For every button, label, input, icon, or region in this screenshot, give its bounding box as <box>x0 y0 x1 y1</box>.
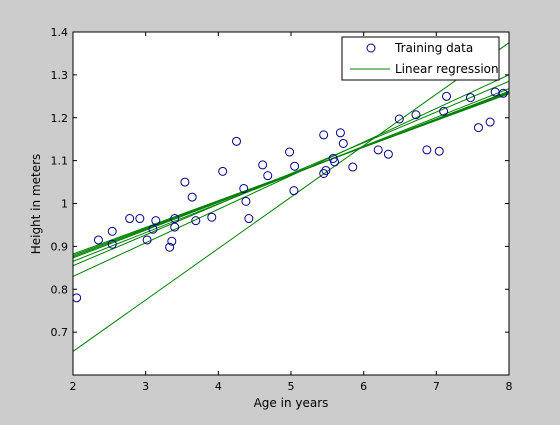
x-tick-label: 6 <box>360 380 367 393</box>
x-axis-label: Age in years <box>254 396 329 410</box>
legend: Training data Linear regression <box>341 36 500 81</box>
training-data-point <box>319 168 329 178</box>
regression-line-8 <box>73 93 509 255</box>
training-data-point <box>170 214 180 224</box>
training-data-point <box>394 114 404 124</box>
plot-area <box>73 32 509 375</box>
training-data-point <box>473 123 483 133</box>
training-data-point <box>73 293 82 303</box>
training-data-point <box>290 161 300 171</box>
x-tick-label: 7 <box>433 380 440 393</box>
training-data-point <box>330 157 340 167</box>
training-data-point <box>135 214 145 224</box>
training-data-point <box>167 236 177 246</box>
training-data-point <box>263 171 273 181</box>
legend-label-training-data: Training data <box>394 41 473 55</box>
training-data-point <box>373 145 383 155</box>
regression-line-2 <box>73 74 509 277</box>
training-data-point <box>244 214 254 224</box>
training-data-point <box>289 186 299 196</box>
y-tick-label: 1 <box>61 198 68 211</box>
legend-marker-training-data <box>366 43 376 53</box>
y-axis-label: Height in meters <box>29 154 43 255</box>
y-tick-label: 0.8 <box>51 283 69 296</box>
y-tick-label: 1.1 <box>51 155 69 168</box>
training-data-point <box>125 214 135 224</box>
training-data-point <box>498 88 508 98</box>
y-tick-label: 0.7 <box>51 326 69 339</box>
training-data-point <box>383 149 393 159</box>
training-data-point <box>239 183 249 193</box>
training-data-point <box>232 136 241 146</box>
training-data-point <box>285 147 295 157</box>
training-data-point <box>258 160 268 170</box>
x-tick-label: 8 <box>506 380 513 393</box>
training-data-point <box>348 162 358 172</box>
regression-line-1 <box>73 42 509 352</box>
training-data-point <box>485 117 495 127</box>
x-tick-label: 5 <box>288 380 295 393</box>
legend-label-linear-regression: Linear regression <box>395 62 499 76</box>
training-data-point <box>165 242 175 252</box>
training-data-point <box>442 91 452 101</box>
x-tick-label: 3 <box>142 380 149 393</box>
training-data-point <box>107 239 117 249</box>
training-data-point <box>422 145 432 155</box>
training-data-point <box>207 212 217 222</box>
training-data-point <box>170 222 180 232</box>
training-data-point <box>218 166 228 176</box>
training-data-point <box>241 196 251 206</box>
y-tick-label: 1.3 <box>51 69 69 82</box>
training-data-point <box>319 130 329 140</box>
y-tick-label: 1.4 <box>51 26 69 39</box>
training-data-point <box>321 165 331 175</box>
training-data-point <box>465 93 475 103</box>
training-data-point <box>335 128 345 138</box>
training-data-point <box>180 177 190 187</box>
x-tick-label: 2 <box>70 380 77 393</box>
legend-box <box>341 36 500 81</box>
training-data-point <box>338 138 348 148</box>
training-data-point <box>151 216 161 226</box>
training-data-point <box>411 110 421 120</box>
training-data-point <box>93 235 103 245</box>
training-data-point <box>187 192 197 202</box>
training-data-point <box>142 235 152 245</box>
training-data-point <box>434 146 444 156</box>
y-tick-label: 0.9 <box>51 240 69 253</box>
y-tick-label: 1.2 <box>51 112 69 125</box>
training-data-point <box>107 226 117 236</box>
training-data-point <box>191 216 201 226</box>
x-tick-label: 4 <box>215 380 222 393</box>
training-data-point <box>439 106 449 116</box>
training-data-point <box>148 224 158 234</box>
